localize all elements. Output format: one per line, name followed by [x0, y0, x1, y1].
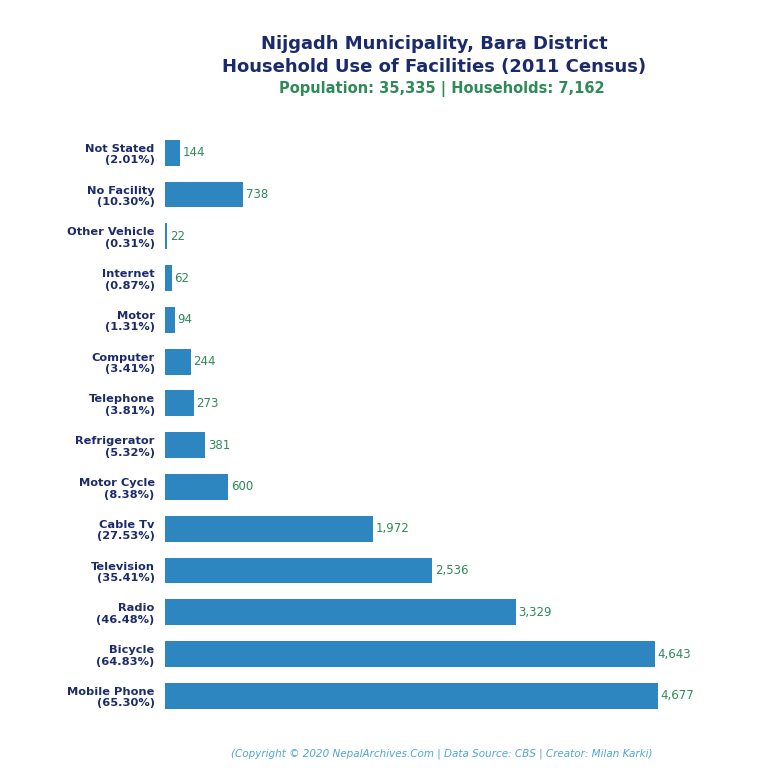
Text: 144: 144 — [183, 146, 205, 159]
Bar — [165, 516, 373, 541]
Text: 4,677: 4,677 — [660, 690, 694, 703]
Text: 600: 600 — [231, 481, 253, 494]
Bar — [165, 307, 175, 333]
Text: 94: 94 — [177, 313, 193, 326]
Text: 4,643: 4,643 — [657, 647, 690, 660]
Text: (Copyright © 2020 NepalArchives.Com | Data Source: CBS | Creator: Milan Karki): (Copyright © 2020 NepalArchives.Com | Da… — [231, 748, 652, 759]
Bar — [165, 181, 243, 207]
Bar — [165, 558, 432, 584]
Bar — [165, 599, 516, 625]
Text: Population: 35,335 | Households: 7,162: Population: 35,335 | Households: 7,162 — [279, 81, 604, 97]
Bar — [165, 349, 190, 375]
Bar — [165, 265, 172, 291]
Bar — [165, 641, 654, 667]
Text: 2,536: 2,536 — [435, 564, 468, 577]
Text: 738: 738 — [246, 188, 268, 201]
Bar — [165, 390, 194, 416]
Bar — [165, 140, 180, 166]
Text: 22: 22 — [170, 230, 185, 243]
Text: 62: 62 — [174, 272, 189, 285]
Text: 381: 381 — [208, 439, 230, 452]
Title: Nijgadh Municipality, Bara District
Household Use of Facilities (2011 Census): Nijgadh Municipality, Bara District Hous… — [222, 35, 646, 77]
Bar — [165, 223, 167, 250]
Bar — [165, 683, 658, 709]
Bar — [165, 432, 205, 458]
Text: 273: 273 — [197, 397, 219, 410]
Bar — [165, 474, 228, 500]
Text: 244: 244 — [194, 355, 216, 368]
Text: 1,972: 1,972 — [376, 522, 409, 535]
Text: 3,329: 3,329 — [518, 606, 552, 619]
